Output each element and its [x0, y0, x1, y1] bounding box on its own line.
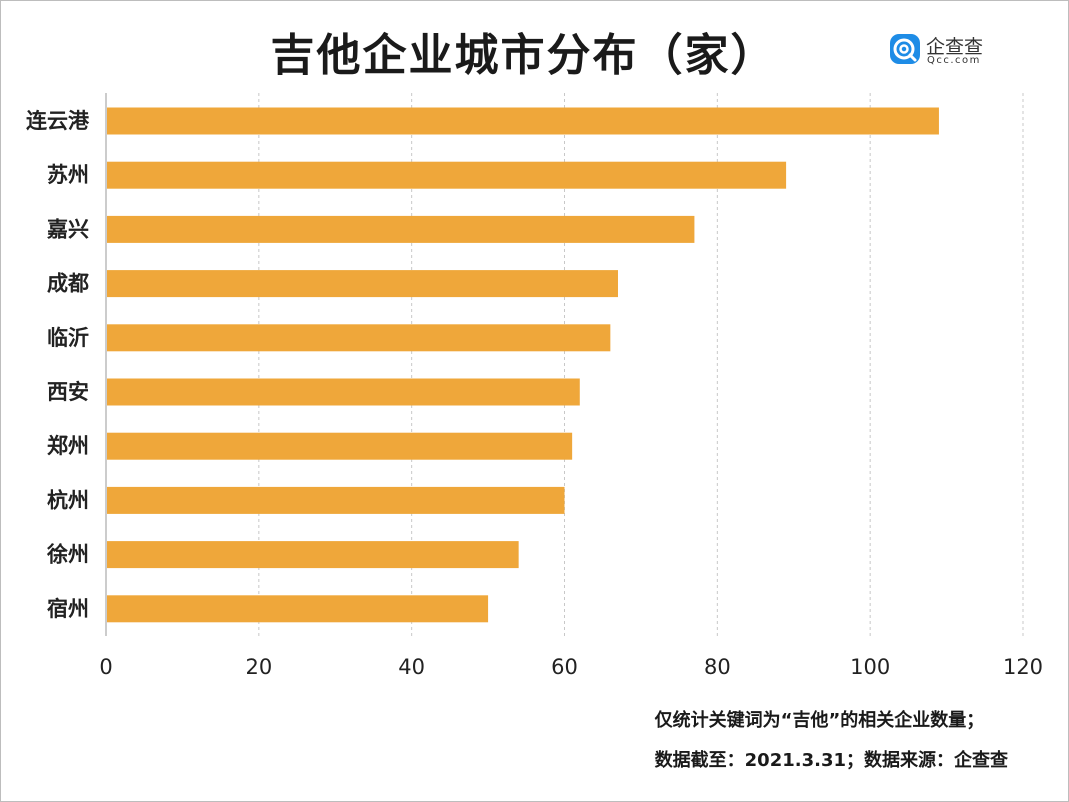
category-label: 西安: [47, 380, 89, 404]
x-tick-label: 60: [551, 655, 578, 679]
category-label: 连云港: [26, 109, 90, 133]
bar: [107, 107, 939, 135]
category-label: 郑州: [47, 434, 89, 458]
x-tick-label: 80: [704, 655, 731, 679]
bar: [107, 324, 611, 352]
category-label: 宿州: [47, 597, 89, 621]
x-tick-label: 100: [850, 655, 890, 679]
category-label: 苏州: [47, 163, 89, 187]
bar: [107, 541, 519, 569]
x-tick-label: 120: [1003, 655, 1043, 679]
category-label: 临沂: [47, 326, 89, 350]
logo-name: 企查查: [926, 36, 984, 58]
category-label: 成都: [47, 272, 89, 296]
qcc-logo-icon: [890, 34, 920, 64]
bar: [107, 161, 787, 189]
category-label: 杭州: [47, 488, 89, 512]
category-label: 嘉兴: [47, 217, 89, 241]
x-tick-label: 0: [99, 655, 112, 679]
footnote: 仅统计关键词为“吉他”的相关企业数量； 数据截至：2021.3.31；数据来源：…: [655, 701, 1008, 781]
footnote-line-1: 仅统计关键词为“吉他”的相关企业数量；: [654, 710, 985, 731]
bar: [107, 270, 618, 298]
qcc-logo: 企查查 Qcc.com: [890, 32, 1010, 72]
chart-title: 吉他企业城市分布（家）: [270, 30, 777, 81]
bar: [107, 595, 489, 623]
x-tick-labels: 0 20 40 60 80 100 120: [99, 655, 1043, 679]
footnote-line-2: 数据截至：2021.3.31；数据来源：企查查: [654, 750, 1008, 771]
bar: [107, 215, 695, 243]
category-label: 徐州: [46, 543, 89, 567]
bar: [107, 378, 580, 406]
x-tick-label: 20: [245, 655, 272, 679]
logo-subtitle: Qcc.com: [927, 55, 981, 66]
x-tick-label: 40: [398, 655, 425, 679]
bars: [107, 107, 939, 623]
bar: [107, 432, 573, 460]
bar: [107, 486, 565, 514]
